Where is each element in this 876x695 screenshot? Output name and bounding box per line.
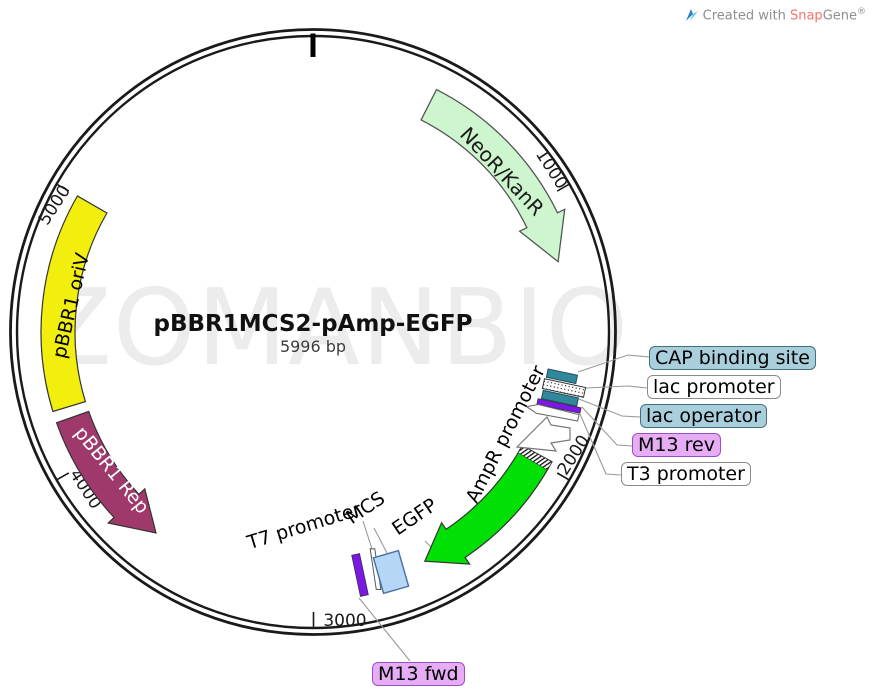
leader-t7-promoter [362,520,373,550]
feature-pbbr1-oriv-band [40,195,108,413]
tick-4000 [56,472,70,481]
credit-snap: Snap [789,8,823,24]
credit-text: Created with SnapGene® [703,7,866,23]
feature-m13-rev-glyph [536,398,582,414]
feature-m13-fwd-glyph [351,553,369,597]
feature-mcs-glyph [372,549,410,595]
feature-egfp-arrow [423,444,553,565]
snapgene-logo-icon [685,8,698,22]
tick-2000 [556,472,570,481]
leader-lac-operator [578,398,641,418]
tick-5000 [56,183,70,192]
feature-lac-operator-glyph [540,389,580,407]
label-lac-promoter: lac promoter [647,375,781,399]
label-m13-fwd: M13 fwd [372,662,465,686]
feature-neor-kanr-arrow [420,88,566,263]
feature-egfp-start-hatch [517,445,553,471]
leader-m13-fwd [358,597,411,662]
label-egfp: EGFP [388,494,441,540]
plasmid-title: pBBR1MCS2-pAmp-EGFP [153,311,473,337]
lac-region-glyphs [525,368,587,422]
feature-t7-promoter-glyph [369,548,382,590]
tick-1000 [556,183,570,192]
plasmid-name-block: pBBR1MCS2-pAmp-EGFP 5996 bp [113,311,513,357]
leader-t3-promoter [579,413,622,476]
label-lac-operator: lac operator [640,404,768,428]
leader-mcs [373,527,388,554]
tick-label-3000: 3000 [323,611,366,631]
leader-lines [358,354,650,662]
label-cap-binding-site: CAP binding site [649,346,816,370]
tick-labels: 1000 2000 3000 4000 5000 [35,146,594,631]
credit-registered: ® [857,7,866,17]
feature-ampr-promoter-glyph [515,415,571,452]
feature-pbbr1-rep-arrow [55,410,157,534]
label-t3-promoter: T3 promoter [621,462,751,486]
tick-marks [56,183,570,628]
snapgene-credit: Created with SnapGene® [684,7,866,23]
credit-gene: Gene [822,8,857,24]
backbone-circle-outer [9,28,617,636]
plasmid-size: 5996 bp [279,337,347,356]
label-t7-promoter: T7 promoter [244,498,364,554]
credit-created-with: Created with [702,8,786,24]
label-mcs: MCS [342,487,389,529]
feature-cap-binding-site-glyph [545,368,579,385]
watermark: ZOMANBIO [40,267,630,389]
feature-t3-promoter-glyph [525,403,580,422]
leader-m13-rev [581,406,633,447]
feature-lac-promoter-glyph [541,378,587,398]
leader-lac-promoter [585,385,648,389]
leader-cap-binding-site [577,354,650,373]
label-m13-rev: M13 rev [632,433,721,457]
